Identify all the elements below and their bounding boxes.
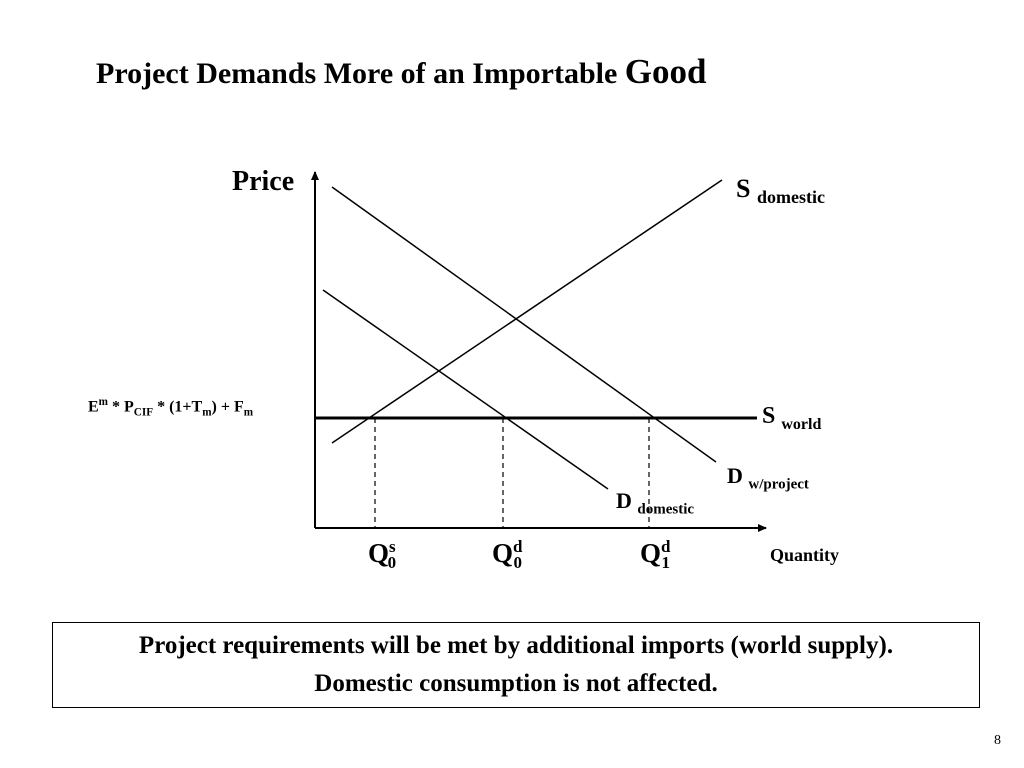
supply-domestic-line: [331, 179, 723, 444]
s-domestic-base: S: [736, 174, 751, 203]
price-f: ) + F: [211, 398, 244, 416]
price-e: E: [88, 398, 99, 416]
demand-with-project-line: [331, 186, 717, 463]
page-number: 8: [994, 733, 1001, 748]
q-s0-base: Q: [368, 538, 390, 568]
q-d1-base: Q: [640, 538, 662, 568]
s-world-base: S: [762, 403, 776, 429]
price-t: * (1+T: [153, 398, 203, 416]
q-s0-sup: s: [389, 537, 396, 556]
q-d1-sup: d: [661, 537, 671, 556]
s-world-label: S world: [762, 404, 821, 433]
q-s0-sub: 0: [387, 553, 397, 573]
title-main: Project Demands More of an Importable: [96, 57, 618, 90]
y-axis-label: Price: [232, 166, 295, 197]
price-e-sup: m: [98, 396, 108, 408]
caption-text: Project requirements will be met by addi…: [138, 632, 894, 697]
price-t-sub: m: [202, 406, 212, 419]
q-d0-label: Qd0: [492, 538, 522, 571]
q-d0-sub: 0: [513, 553, 522, 573]
price-p: * P: [108, 398, 134, 416]
q-d1-label: Qd1: [640, 538, 670, 571]
s-domestic-label: S domestic: [736, 174, 825, 208]
title-last-word: Good: [624, 52, 707, 91]
x-axis-label: Quantity: [770, 545, 840, 565]
s-world-sub: world: [781, 415, 822, 433]
d-project-base: D: [727, 463, 743, 488]
d-domestic-sub: domestic: [637, 501, 695, 518]
slide-title: Project Demands More of an Importable Go…: [96, 52, 707, 92]
price-f-sub: m: [243, 406, 254, 419]
q-d0-sup: d: [513, 537, 523, 556]
d-project-label: D w/project: [727, 465, 809, 492]
s-domestic-sub: domestic: [756, 187, 825, 208]
d-domestic-base: D: [616, 488, 632, 513]
q-s0-label: Qs0: [368, 538, 396, 571]
demand-domestic-line: [322, 289, 609, 490]
caption-box: Project requirements will be met by addi…: [52, 622, 980, 708]
d-project-sub: w/project: [748, 476, 809, 493]
price-cif-sub: CIF: [133, 406, 154, 419]
d-domestic-label: D domestic: [616, 490, 694, 517]
world-price-level-label: Em * PCIF * (1+Tm) + Fm: [88, 396, 254, 419]
q-d0-base: Q: [492, 538, 514, 568]
supply-demand-diagram: [311, 171, 767, 532]
q-d1-sub: 1: [661, 553, 670, 573]
